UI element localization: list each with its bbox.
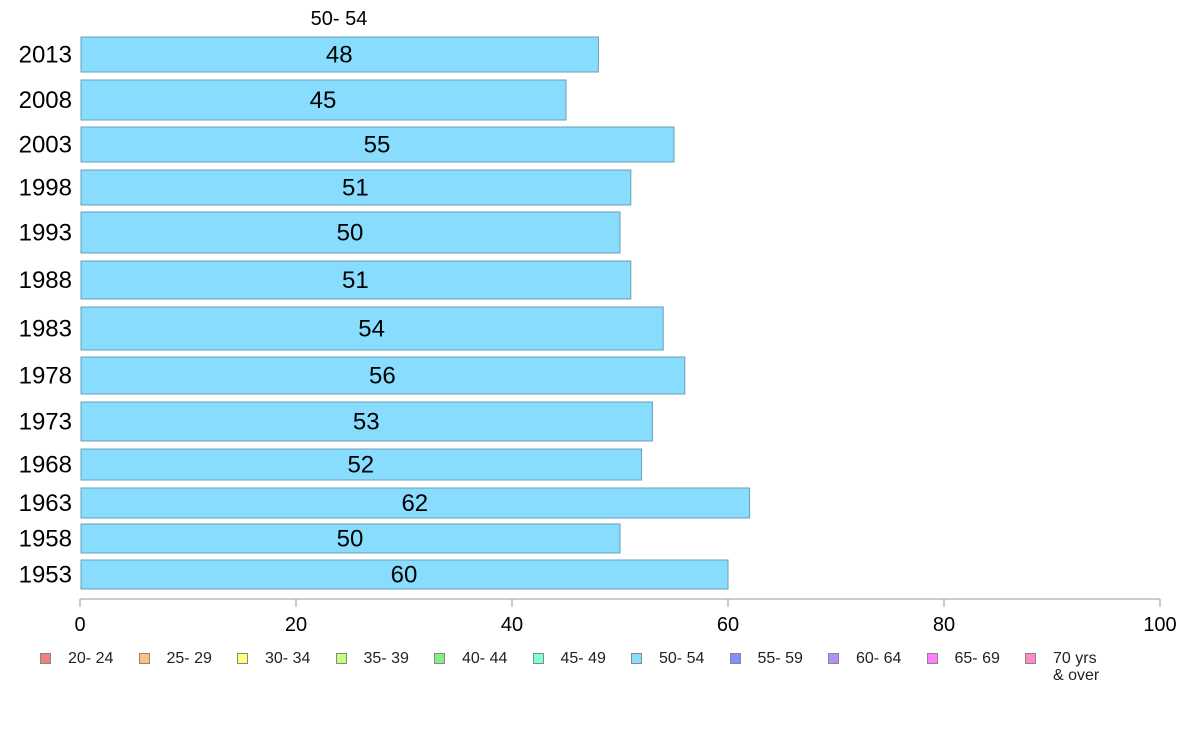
data-label: 60: [391, 562, 418, 589]
x-tick-label: 100: [1143, 614, 1176, 636]
bar-chart: 50- 54 2013 48 2008 45 2003 55 1998 51 1993 50 198…: [19, 8, 1177, 636]
chart-title: 50- 54: [311, 8, 368, 30]
bar-2013: [80, 36, 599, 73]
data-label: 55: [364, 132, 391, 159]
data-label: 50: [337, 220, 364, 247]
x-tick-label: 40: [501, 614, 523, 636]
legend-swatch: [631, 653, 642, 664]
legend-label: 45- 49: [560, 650, 606, 667]
x-tick-label: 60: [717, 614, 739, 636]
legend-label: 40- 44: [462, 650, 508, 667]
data-label: 51: [342, 267, 369, 294]
legend-item: 60- 64: [828, 650, 901, 667]
x-tick-label: 20: [285, 614, 307, 636]
data-label: 53: [353, 409, 380, 436]
data-label: 51: [342, 175, 369, 202]
legend-swatch: [237, 653, 248, 664]
category-label: 1958: [19, 526, 72, 553]
bar-1988: [80, 260, 632, 300]
data-label: 48: [326, 42, 353, 69]
legend-label: 20- 24: [68, 650, 114, 667]
data-label: 50: [337, 526, 364, 553]
data-label: 62: [401, 490, 428, 517]
bar-1998: [80, 169, 632, 206]
legend-swatch: [138, 653, 150, 664]
legend-item: 50- 54: [631, 650, 704, 667]
legend-label: 50- 54: [659, 650, 705, 667]
category-label: 1963: [19, 490, 72, 517]
bar-1973: [80, 401, 653, 442]
legend-item: 35- 39: [335, 650, 409, 667]
bar-1963: [80, 487, 751, 519]
category-label: 1998: [19, 175, 72, 202]
legend-item: 55- 59: [729, 650, 803, 667]
x-tick-label: 80: [933, 614, 955, 636]
legend-swatch: [729, 653, 741, 664]
legend-label: 65- 69: [954, 650, 1000, 667]
category-label: 1988: [19, 267, 72, 294]
legend-label: 70 yrs & over: [1053, 650, 1100, 684]
data-label: 52: [347, 452, 374, 479]
legend-swatch: [926, 653, 938, 664]
category-label: 1973: [19, 409, 72, 436]
legend-label: 35- 39: [363, 650, 409, 667]
category-label: 1978: [19, 363, 72, 390]
legend-item: 20- 24: [40, 650, 113, 667]
legend-item: 30- 34: [237, 650, 310, 667]
bar-1983: [80, 306, 664, 351]
legend-item: 65- 69: [926, 650, 1000, 667]
data-label: 56: [369, 363, 396, 390]
category-label: 2008: [19, 87, 72, 114]
category-label: 1993: [19, 220, 72, 247]
legend-swatch: [828, 653, 839, 664]
x-tick-label: 0: [74, 614, 85, 636]
category-label: 1983: [19, 316, 72, 343]
bar-2008: [80, 79, 567, 121]
legend-item: 40- 44: [434, 650, 507, 667]
bar-1958: [80, 523, 621, 554]
bar-1953: [80, 559, 729, 590]
category-label: 1953: [19, 562, 72, 589]
category-label: 1968: [19, 452, 72, 479]
data-label: 54: [358, 316, 385, 343]
legend-swatch: [1025, 653, 1036, 664]
bar-1978: [80, 356, 686, 395]
legend-item: 70 yrs & over: [1025, 650, 1099, 684]
category-label: 2013: [19, 42, 72, 69]
bar-1968: [80, 448, 643, 481]
data-label: 45: [310, 87, 337, 114]
legend-swatch: [335, 653, 347, 664]
legend-label: 55- 59: [757, 650, 803, 667]
legend: 20- 24 25- 29 30- 34 35- 39 40- 44 45- 49 50- …: [40, 650, 1160, 690]
bar-1993: [80, 211, 621, 254]
legend-label: 60- 64: [856, 650, 902, 667]
legend-swatch: [434, 653, 445, 664]
bar-2003: [80, 126, 675, 163]
legend-label: 30- 34: [265, 650, 311, 667]
legend-label: 25- 29: [166, 650, 212, 667]
legend-item: 45- 49: [532, 650, 606, 667]
legend-swatch: [40, 653, 51, 664]
category-label: 2003: [19, 132, 72, 159]
legend-swatch: [532, 653, 544, 664]
legend-item: 25- 29: [138, 650, 212, 667]
